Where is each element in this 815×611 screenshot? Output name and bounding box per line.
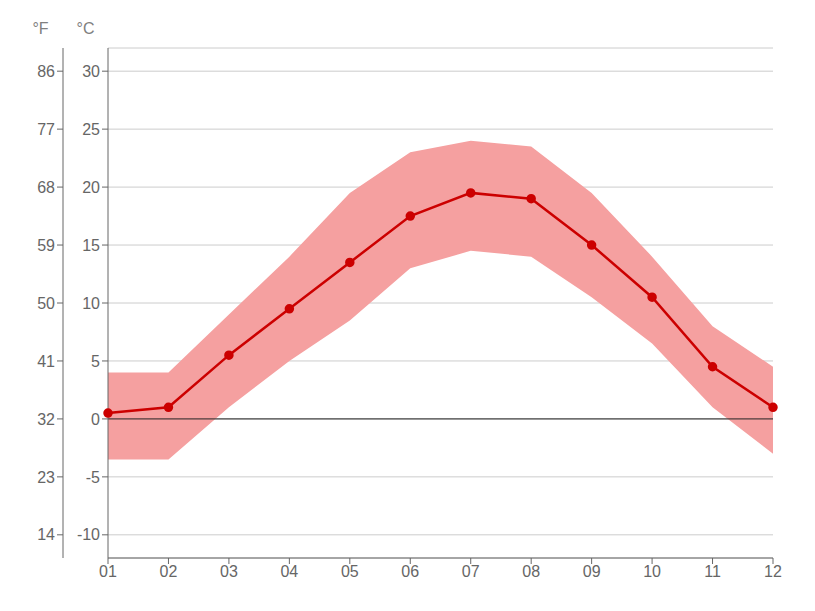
svg-text:30: 30 (82, 63, 100, 80)
svg-text:23: 23 (37, 469, 55, 486)
svg-text:15: 15 (82, 237, 100, 254)
svg-text:10: 10 (643, 563, 661, 580)
svg-text:68: 68 (37, 179, 55, 196)
svg-text:32: 32 (37, 411, 55, 428)
svg-text:-5: -5 (86, 469, 100, 486)
svg-text:07: 07 (462, 563, 480, 580)
svg-text:01: 01 (99, 563, 117, 580)
svg-text:10: 10 (82, 295, 100, 312)
svg-text:5: 5 (91, 353, 100, 370)
svg-text:03: 03 (220, 563, 238, 580)
svg-text:09: 09 (583, 563, 601, 580)
svg-text:05: 05 (341, 563, 359, 580)
svg-text:11: 11 (704, 563, 721, 580)
svg-text:0: 0 (91, 411, 100, 428)
svg-text:59: 59 (37, 237, 55, 254)
svg-text:04: 04 (280, 563, 298, 580)
svg-text:14: 14 (37, 526, 55, 543)
svg-text:41: 41 (37, 353, 55, 370)
svg-text:02: 02 (160, 563, 178, 580)
svg-text:86: 86 (37, 63, 55, 80)
svg-text:20: 20 (82, 179, 100, 196)
svg-text:50: 50 (37, 295, 55, 312)
svg-text:08: 08 (522, 563, 540, 580)
svg-text:12: 12 (764, 563, 782, 580)
svg-text:°F: °F (32, 20, 48, 37)
svg-text:-10: -10 (77, 526, 100, 543)
svg-text:°C: °C (77, 20, 95, 37)
svg-text:25: 25 (82, 121, 100, 138)
svg-text:77: 77 (37, 121, 55, 138)
svg-text:06: 06 (401, 563, 419, 580)
